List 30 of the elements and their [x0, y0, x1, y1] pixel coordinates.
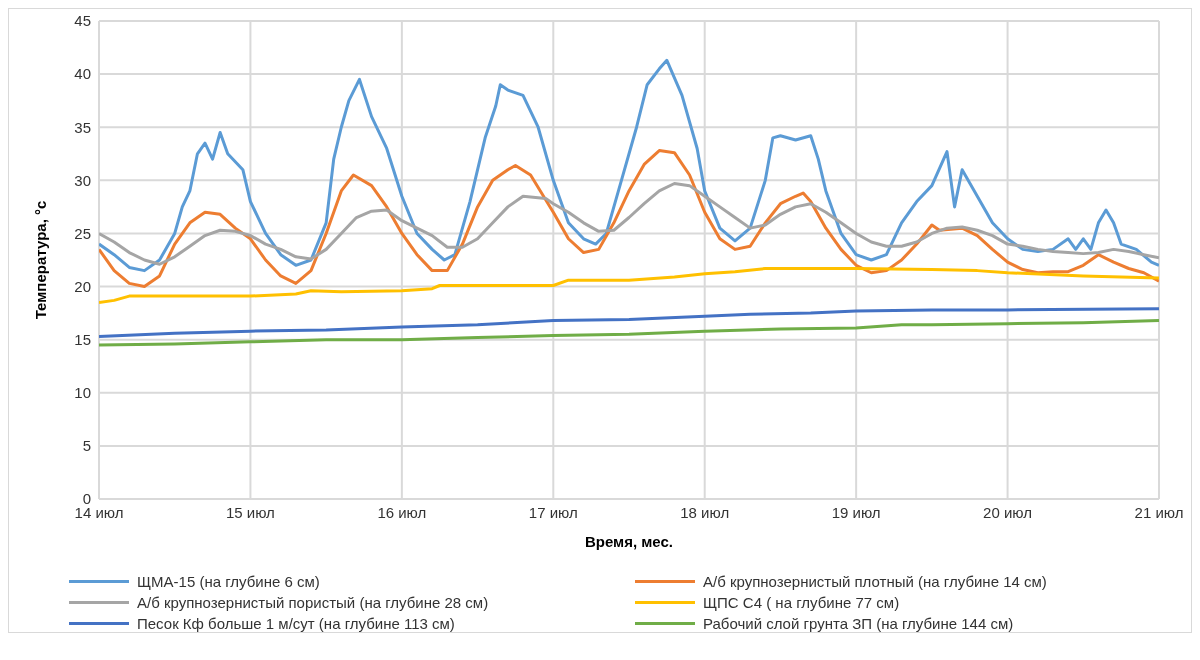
x-tick-label: 17 июл [528, 503, 578, 521]
legend-label: А/б крупнозернистый пористый (на глубине 28 см) [137, 594, 489, 611]
y-tick-label: 20 [74, 277, 91, 295]
legend-label: Рабочий слой грунта ЗП (на глубине 144 см) [703, 615, 1014, 632]
y-tick-label: 35 [74, 118, 91, 136]
y-tick-label: 10 [74, 384, 91, 402]
y-tick-label: 5 [82, 437, 91, 455]
y-tick-label: 40 [74, 65, 91, 83]
x-tick-label: 15 июл [225, 503, 275, 521]
line-series [99, 267, 1159, 304]
x-tick-label: 16 июл [377, 503, 427, 521]
legend-label: Песок Кф больше 1 м/сут (на глубине 113 см) [137, 615, 455, 632]
x-tick-label: 19 июл [831, 503, 881, 521]
legend-label: ЩМА-15 (на глубине 6 см) [137, 573, 320, 590]
y-axis-title: Температура, °с [32, 200, 50, 320]
line-series [99, 58, 1159, 273]
x-tick-label: 20 июл [983, 503, 1033, 521]
x-axis-title: Время, мес. [584, 533, 674, 550]
legend-label: ЩПС С4 ( на глубине 77 см) [703, 594, 900, 611]
y-tick-label: 15 [74, 330, 91, 348]
line-series [99, 149, 1159, 289]
y-tick-label: 25 [74, 224, 91, 242]
x-tick-label: 18 июл [680, 503, 730, 521]
line-series [99, 182, 1159, 266]
y-tick-label: 30 [74, 171, 91, 189]
x-tick-label: 21 июл [1134, 503, 1184, 521]
line-series [99, 307, 1159, 338]
legend-label: А/б крупнозернистый плотный (на глубине 14 см) [703, 573, 1047, 590]
line-series [99, 319, 1159, 347]
y-tick-label: 45 [74, 12, 91, 30]
